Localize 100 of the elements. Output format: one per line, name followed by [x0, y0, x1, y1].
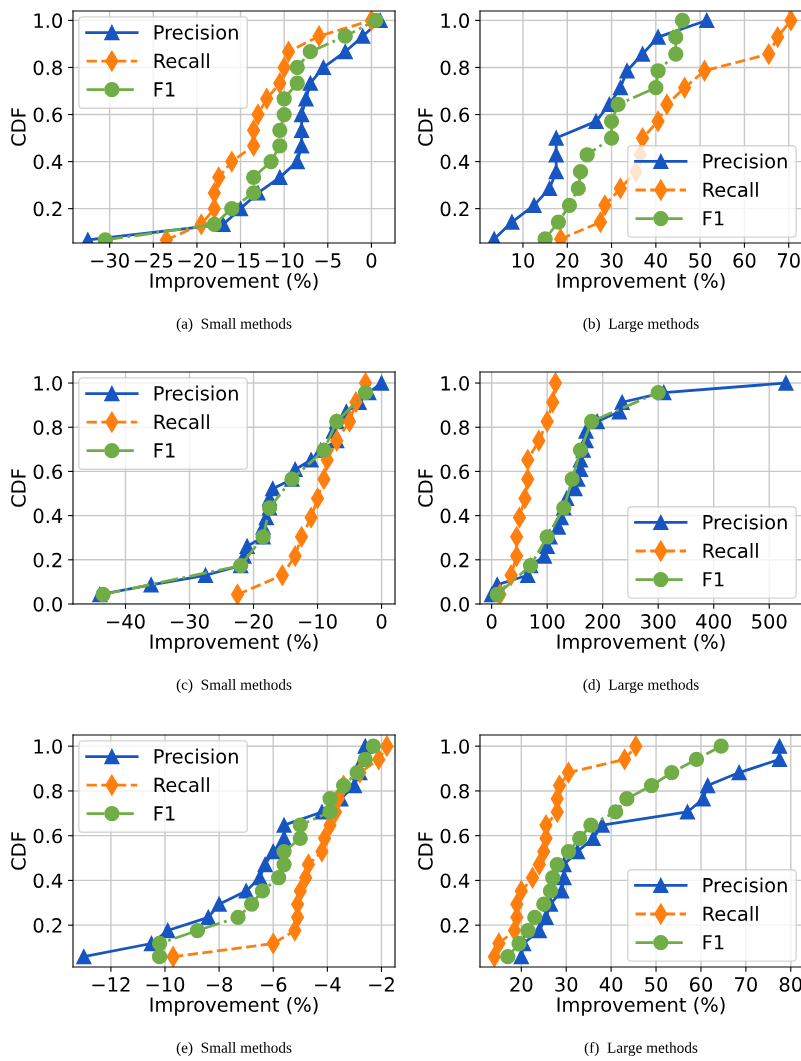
x-tick-label: 300 [641, 614, 676, 629]
x-tick-label: −20 [235, 614, 273, 629]
y-tick-label: 0.4 [33, 154, 63, 170]
y-tick-label: 0.6 [440, 464, 470, 480]
x-tick-label: 0 [486, 614, 497, 629]
x-tick-label: −4 [315, 977, 341, 992]
legend-label: Recall [703, 543, 758, 559]
y-tick-label: 0.6 [33, 107, 63, 123]
y-tick-label: 0.4 [440, 508, 470, 524]
x-tick-label: −10 [265, 253, 304, 268]
y-tick-label: 0.2 [440, 918, 469, 933]
x-tick-label: 0 [376, 614, 387, 629]
legend-label: Precision [703, 153, 787, 169]
y-axis-title: CDF [11, 832, 26, 870]
x-tick-label: 0 [366, 253, 377, 268]
y-tick-label: 0.8 [440, 783, 469, 799]
y-tick-label: 0.6 [440, 107, 470, 123]
y-tick-label: 0.0 [33, 596, 62, 612]
legend-label: F1 [703, 211, 724, 226]
x-tick-label: −10 [299, 614, 337, 629]
y-tick-label: 0.4 [33, 873, 63, 889]
x-tick-label: 500 [752, 614, 787, 629]
y-tick-label: 0.2 [440, 201, 469, 217]
y-tick-label: 0.6 [33, 464, 63, 480]
x-tick-label: −2 [369, 977, 394, 992]
y-tick-label: 1.0 [441, 13, 469, 29]
legend-label: Precision [154, 385, 238, 401]
y-tick-label: 0.6 [33, 828, 63, 844]
x-tick-label: −30 [171, 614, 209, 629]
legend-label: F1 [154, 806, 175, 821]
x-tick-label: −8 [206, 977, 233, 992]
y-tick-label: 0.4 [440, 154, 470, 170]
x-tick-label: 40 [599, 977, 623, 992]
y-axis-title: CDF [11, 108, 26, 146]
y-tick-label: 0.2 [33, 201, 62, 217]
legend-label: Precision [703, 877, 787, 893]
x-tick-label: −6 [260, 977, 287, 992]
x-tick-label: 10 [512, 253, 535, 268]
legend-label: F1 [154, 443, 175, 458]
y-tick-label: 0.8 [440, 420, 469, 435]
y-axis-title: CDF [11, 469, 26, 507]
x-tick-label: 70 [735, 977, 757, 992]
x-axis-title: Improvement (%) [557, 633, 725, 653]
y-tick-label: 0.8 [33, 783, 62, 799]
legend-label: Recall [154, 53, 209, 69]
y-tick-label: 0.0 [440, 596, 469, 612]
y-tick-label: 1.0 [441, 739, 469, 754]
legend-label: F1 [703, 935, 724, 950]
y-tick-label: 1.0 [34, 13, 62, 29]
x-tick-label: 60 [689, 977, 713, 992]
legend-label: Recall [703, 182, 758, 198]
x-tick-label: 50 [689, 253, 712, 268]
x-tick-label: −40 [107, 614, 145, 629]
y-tick-label: 1.0 [441, 376, 469, 391]
y-tick-label: 0.2 [33, 918, 62, 933]
x-tick-label: −5 [315, 253, 341, 268]
x-tick-label: 400 [696, 614, 731, 629]
text: (b) Large methods [583, 318, 699, 332]
text: (f) Large methods [584, 1041, 698, 1057]
legend-label: Precision [154, 24, 238, 40]
y-tick-label: 0.6 [440, 828, 470, 844]
x-tick-label: 60 [733, 253, 756, 268]
x-tick-label: −10 [146, 977, 185, 992]
x-tick-label: 30 [600, 253, 623, 268]
x-tick-label: −12 [92, 977, 130, 992]
y-tick-label: 0.8 [33, 420, 62, 435]
x-tick-label: −25 [134, 253, 173, 268]
y-tick-label: 0.8 [440, 60, 469, 76]
y-axis-title: CDF [418, 108, 433, 146]
text: (e) Small methods [176, 1042, 292, 1056]
x-tick-label: 20 [510, 977, 533, 992]
x-tick-label: −30 [91, 253, 129, 268]
legend-label: Precision [154, 748, 238, 764]
legend-label: Precision [703, 514, 787, 530]
y-tick-label: 0.2 [440, 552, 469, 568]
y-tick-label: 1.0 [34, 739, 62, 754]
x-tick-label: 50 [645, 977, 668, 992]
x-tick-label: 80 [779, 977, 801, 992]
legend-label: F1 [703, 572, 724, 587]
x-tick-label: 30 [555, 977, 578, 992]
y-tick-label: 0.8 [33, 60, 62, 76]
y-tick-label: 0.4 [440, 873, 470, 889]
legend-label: Recall [154, 777, 209, 793]
x-tick-label: 40 [644, 253, 667, 268]
x-tick-label: 20 [556, 253, 579, 268]
text: (d) Large methods [583, 679, 699, 693]
x-axis-title: Improvement (%) [150, 633, 318, 653]
x-tick-label: 200 [585, 614, 620, 629]
legend-label: F1 [154, 82, 175, 97]
x-axis-title: Improvement (%) [557, 272, 725, 292]
y-axis-title: CDF [418, 469, 433, 507]
x-axis-title: Improvement (%) [150, 272, 318, 292]
text: (c) Small methods [176, 679, 292, 693]
y-tick-label: 1.0 [34, 376, 62, 391]
x-axis-title: Improvement (%) [150, 996, 318, 1016]
x-tick-label: 100 [530, 614, 565, 629]
x-tick-label: 70 [777, 253, 800, 268]
y-tick-label: 0.2 [33, 552, 62, 568]
x-tick-label: −20 [178, 253, 217, 268]
x-tick-label: −15 [222, 253, 260, 268]
